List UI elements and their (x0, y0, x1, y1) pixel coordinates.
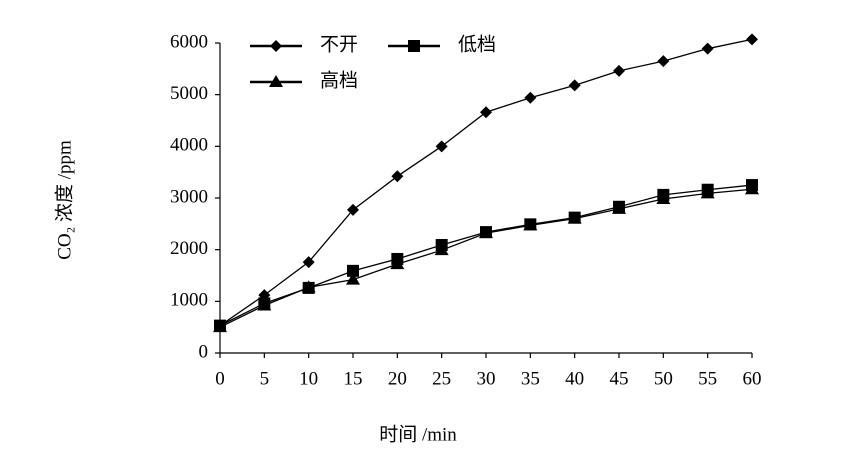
marker (391, 170, 404, 183)
x-tick-label: 15 (344, 368, 363, 389)
x-tick-label: 60 (743, 368, 762, 389)
marker (480, 106, 492, 119)
marker (347, 264, 359, 277)
legend-label: 不开 (320, 34, 358, 55)
marker (479, 226, 493, 239)
marker (701, 42, 714, 55)
y-tick-label: 5000 (170, 83, 208, 104)
y-tick-label: 0 (199, 341, 209, 362)
marker (434, 243, 449, 256)
marker (257, 298, 272, 311)
marker (746, 33, 758, 46)
x-tick-label: 35 (521, 368, 540, 389)
x-tick-label: 40 (565, 368, 584, 389)
marker (700, 186, 715, 199)
legend-marker (269, 75, 283, 87)
marker (745, 182, 759, 195)
marker (567, 211, 582, 224)
marker (657, 55, 670, 68)
marker (568, 79, 581, 92)
marker (435, 140, 448, 153)
marker (213, 320, 227, 333)
marker (613, 64, 625, 77)
marker (656, 192, 671, 205)
marker (302, 256, 315, 269)
x-tick-label: 50 (654, 368, 673, 389)
y-tick-label: 3000 (170, 186, 208, 207)
x-tick-label: 30 (477, 368, 496, 389)
y-tick-label: 2000 (170, 238, 208, 259)
series-line (219, 184, 753, 327)
series-line (219, 188, 753, 328)
y-tick-label: 4000 (170, 135, 208, 156)
x-tick-label: 45 (610, 368, 629, 389)
legend-label: 低档 (458, 33, 496, 55)
x-tick-label: 10 (299, 368, 318, 389)
marker (612, 201, 626, 214)
marker (390, 257, 405, 270)
x-tick-label: 0 (215, 368, 225, 389)
legend-marker (408, 40, 420, 52)
marker (347, 203, 359, 216)
x-tick-label: 20 (388, 368, 407, 389)
x-tick-label: 55 (698, 368, 717, 389)
y-tick-label: 6000 (170, 31, 208, 52)
x-tick-label: 5 (260, 368, 270, 389)
x-axis-label: 时间 /min (379, 423, 457, 445)
marker (524, 91, 537, 104)
legend-label: 高档 (320, 69, 358, 91)
y-axis-label: CO₂ 浓度 /ppm (53, 140, 75, 260)
marker (523, 218, 538, 231)
x-tick-label: 25 (432, 368, 451, 389)
y-tick-label: 1000 (170, 290, 208, 311)
marker (301, 280, 316, 293)
marker (346, 272, 360, 285)
legend-marker (270, 40, 282, 52)
